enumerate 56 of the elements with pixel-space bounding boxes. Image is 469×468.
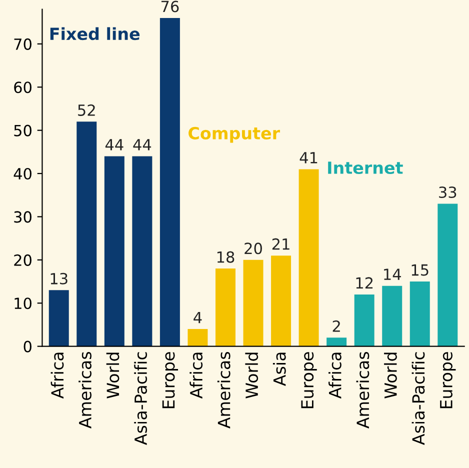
x-tick-label: World [384,352,397,398]
bar [48,290,69,346]
data-label: 15 [412,264,428,276]
bar [271,256,292,346]
x-tick-label: Africa [190,352,203,399]
data-label: 52 [78,104,95,116]
bar [160,18,180,346]
y-tick-label: 20 [14,254,32,266]
data-label: 20 [244,242,262,254]
data-label: 76 [161,0,179,12]
data-label: 21 [272,238,290,250]
data-label: 44 [105,139,124,150]
data-label: 14 [384,268,401,280]
series-label: Computer [188,126,280,143]
bar [326,338,347,346]
x-tick-label: Asia-Pacific [134,352,148,445]
bar [243,260,264,346]
x-tick-label: World [106,352,120,398]
bar [410,282,430,346]
bar [188,329,208,346]
data-label: 12 [356,277,373,289]
data-label: 33 [439,186,456,198]
y-tick-label: 70 [14,38,32,50]
bar [354,294,374,346]
data-label: 2 [332,320,340,332]
x-tick-label: Americas [78,352,92,428]
bar [298,169,319,346]
bar [104,156,124,346]
bar [132,156,152,346]
x-tick-label: Africa [50,352,64,399]
x-tick-label: Asia-Pacific [412,352,425,445]
bar [382,286,402,346]
y-tick-label: 30 [14,211,32,223]
data-label: 18 [217,251,234,263]
x-tick-label: Europe [301,352,317,408]
y-tick-label: 40 [14,168,32,180]
x-tick-label: Americas [217,352,230,428]
y-tick-label: 60 [14,82,32,94]
series-label: Fixed line [50,27,140,40]
bar [215,268,236,346]
y-tick-label: 10 [14,298,32,310]
bar [438,204,458,346]
bar [76,122,97,346]
y-tick-label: 50 [14,124,32,136]
data-label: 4 [194,312,202,324]
x-tick-label: Europe [440,352,456,408]
x-tick-label: World [245,352,258,398]
x-tick-label: Asia [272,352,286,386]
data-label: 44 [133,139,152,150]
x-tick-label: Americas [356,352,370,428]
x-tick-label: Africa [328,352,342,399]
text: Internet [328,162,403,174]
data-label: 13 [50,272,68,284]
y-tick-label: 0 [24,340,32,352]
data-label: 41 [300,152,318,164]
x-tick-label: Europe [162,352,178,408]
